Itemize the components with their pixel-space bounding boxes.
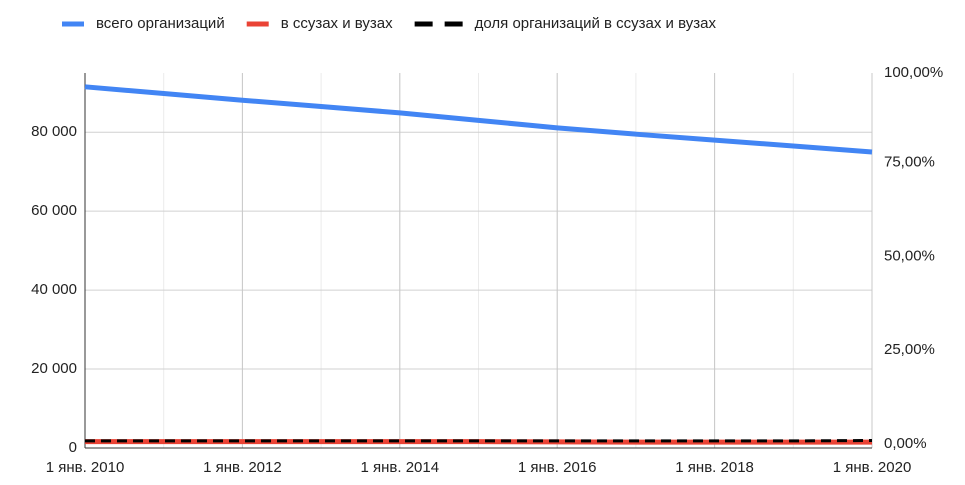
y2-tick-label: 100,00% [884,64,943,81]
y2-tick-label: 50,00% [884,247,935,264]
y-tick-label: 80 000 [31,123,77,140]
x-tick-label: 1 янв. 2016 [518,459,597,476]
legend-label: доля организаций в ссузах и вузах [475,15,717,32]
legend-label: всего организаций [96,15,225,32]
y2-tick-label: 0,00% [884,435,927,452]
y2-tick-label: 75,00% [884,154,935,171]
x-tick-label: 1 янв. 2012 [203,459,282,476]
y-tick-label: 60 000 [31,202,77,219]
x-tick-label: 1 янв. 2010 [46,459,125,476]
y-tick-label: 20 000 [31,360,77,377]
y2-tick-label: 25,00% [884,341,935,358]
legend-label: в ссузах и вузах [281,15,393,32]
x-tick-label: 1 янв. 2014 [361,459,440,476]
y-tick-label: 0 [69,439,77,456]
x-tick-label: 1 янв. 2018 [675,459,754,476]
x-tick-label: 1 янв. 2020 [833,459,912,476]
y-tick-label: 40 000 [31,281,77,298]
